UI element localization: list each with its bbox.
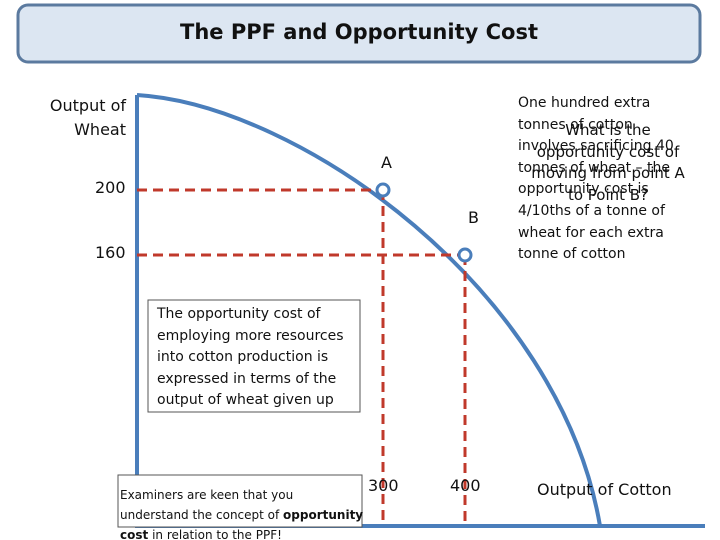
point-a [375,182,391,198]
question: What is the opportunity cost of moving fro… [508,120,708,206]
explanation-line: tonne of cotton [518,246,626,263]
explanation: One hundred extra tonnes of cotton involve… [518,93,674,266]
explanation-line: tonnes of wheat – the [518,159,670,176]
title-box [16,3,702,64]
bottom-note-box [117,474,363,528]
y-tick: 200 [95,178,126,197]
x-tick: 400 [450,476,481,495]
question-line: opportunity cost of [536,142,680,161]
explanation-line: One hundred extra [518,95,651,111]
middle-note: The opportunity cost of employing more r… [157,306,344,409]
note-text: in relation to the PPF! [148,528,282,540]
y-label-line: Output of [49,96,126,115]
x-tick: 300 [368,476,399,495]
question-line: moving from point A [531,164,685,183]
y-label-line: Wheat [74,120,126,139]
explanation-line: opportunity cost is [518,181,649,198]
middle-note-box [147,299,361,413]
explanation-line: wheat for each extra [518,224,664,241]
title: The PPF and Opportunity Cost [180,20,538,44]
explanation-line: involves sacrificing 40 [518,138,674,155]
x-axis-label: Output of Cotton [537,480,672,499]
question-line: What is the [565,121,651,139]
bottom-note: Examiners are keen that you understand t… [120,485,365,540]
explanation-line: 4/10ths of a tonne of [518,202,665,219]
question-line: to Point B? [567,185,649,204]
point-label: A [381,153,392,172]
point-label: B [468,208,479,227]
y-axis-label: Output of Wheat [20,94,126,142]
point-b [457,247,473,263]
note-bold: opportunity cost [120,508,364,540]
ppf-curve [136,93,602,527]
note-text: Examiners are keen that you understand t… [120,488,294,522]
dashed-guides [137,188,467,526]
explanation-line: tonnes of cotton [518,116,633,133]
y-tick: 160 [95,243,126,262]
